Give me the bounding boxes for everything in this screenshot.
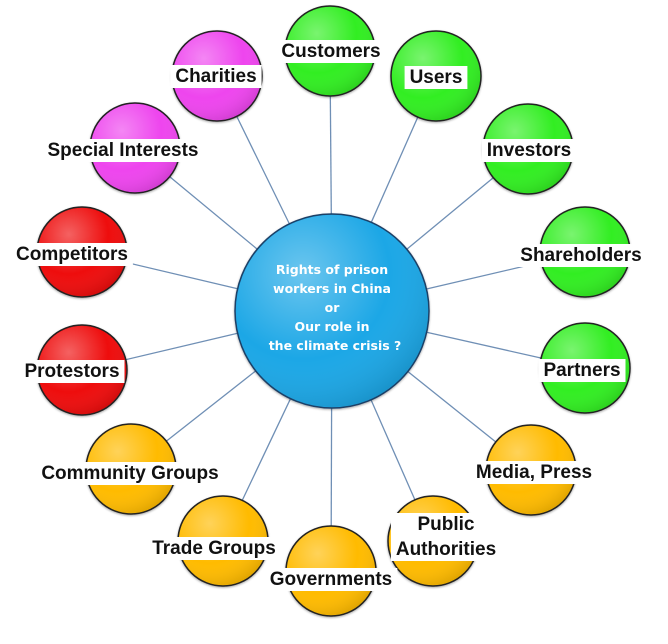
node-governments: Governments — [264, 525, 398, 617]
label-band-users — [404, 66, 468, 89]
connector-media-press — [407, 370, 498, 444]
node-community-groups: Community Groups — [36, 423, 224, 515]
connector-lines — [123, 93, 544, 529]
center-shine — [236, 215, 428, 407]
node-label-line: Authorities — [396, 539, 496, 560]
node-label-line: Users — [410, 67, 463, 88]
node-label-charities: Charities — [175, 66, 256, 87]
label-band-investors — [481, 139, 577, 162]
label-band-partners — [538, 359, 626, 382]
connector-special-interests — [167, 174, 258, 250]
center-label-line: or — [325, 300, 341, 315]
connector-users — [370, 115, 420, 223]
connector-charities — [235, 114, 290, 225]
node-label-line: Community Groups — [41, 463, 218, 484]
connector-protestors — [123, 332, 238, 361]
node-label-line: Customers — [281, 41, 380, 62]
label-band-protestors — [19, 360, 125, 383]
node-trade-groups: Trade Groups — [147, 495, 281, 587]
node-users: Users — [390, 30, 482, 122]
stakeholder-nodes: Customers Users Investors Shareholders Partn… — [11, 5, 647, 617]
node-label-protestors: Protestors — [24, 361, 119, 382]
node-label-public-authorities: Public Authorities — [396, 514, 496, 560]
label-band-competitors — [11, 243, 133, 266]
label-band-customers — [276, 40, 386, 63]
node-customers: Customers — [276, 5, 386, 97]
node-label-line: Trade Groups — [152, 538, 276, 559]
label-band-special-interests — [42, 139, 204, 162]
connector-competitors — [123, 261, 238, 290]
node-competitors: Competitors — [11, 206, 133, 298]
node-shareholders: Shareholders — [515, 206, 647, 298]
node-label-governments: Governments — [270, 569, 392, 590]
node-label-customers: Customers — [281, 41, 380, 62]
node-media-press: Media, Press — [470, 424, 598, 516]
label-band-media-press — [470, 461, 598, 484]
node-label-line: Governments — [270, 569, 392, 590]
node-partners: Partners — [538, 322, 631, 414]
node-label-line: Public — [417, 514, 474, 535]
node-label-media-press: Media, Press — [476, 462, 592, 483]
center-label: Rights of prison workers in China or Our ro… — [269, 262, 402, 353]
label-band-shareholders — [515, 244, 647, 267]
connector-public-authorities — [370, 399, 417, 502]
node-label-partners: Partners — [543, 360, 620, 381]
center-label-line: Rights of prison — [276, 262, 388, 277]
node-label-investors: Investors — [487, 140, 571, 161]
node-special-interests: Special Interests — [42, 102, 204, 194]
node-label-line: Competitors — [16, 244, 128, 265]
label-band-community-groups — [36, 462, 224, 485]
node-label-line: Investors — [487, 140, 571, 161]
center-label-line: Our role in — [294, 319, 369, 334]
node-label-users: Users — [410, 67, 463, 88]
label-band-public-authorities — [390, 513, 502, 561]
node-public-authorities: Public Authorities — [387, 495, 502, 587]
node-label-special-interests: Special Interests — [47, 140, 198, 161]
center-label-line: the climate crisis ? — [269, 338, 402, 353]
node-label-line: Shareholders — [520, 245, 641, 266]
label-band-charities — [170, 65, 262, 88]
node-label-line: Protestors — [24, 361, 119, 382]
center-label-line: workers in China — [273, 281, 391, 296]
node-label-line: Partners — [543, 360, 620, 381]
node-label-competitors: Competitors — [16, 244, 128, 265]
node-label-trade-groups: Trade Groups — [152, 538, 276, 559]
node-label-line: Special Interests — [47, 140, 198, 161]
node-protestors: Protestors — [19, 324, 128, 416]
connector-investors — [406, 175, 496, 250]
node-charities: Charities — [170, 30, 263, 122]
connector-customers — [329, 93, 332, 215]
label-band-governments — [264, 568, 398, 591]
node-label-line: Charities — [175, 66, 256, 87]
node-label-community-groups: Community Groups — [41, 463, 218, 484]
label-band-trade-groups — [147, 537, 281, 560]
connector-trade-groups — [240, 398, 292, 503]
central-topic: Rights of prison workers in China or Our ro… — [234, 213, 430, 409]
node-investors: Investors — [481, 103, 577, 195]
connector-partners — [426, 331, 544, 360]
node-label-line: Media, Press — [476, 462, 592, 483]
connector-community-groups — [164, 370, 257, 443]
node-label-shareholders: Shareholders — [520, 245, 641, 266]
